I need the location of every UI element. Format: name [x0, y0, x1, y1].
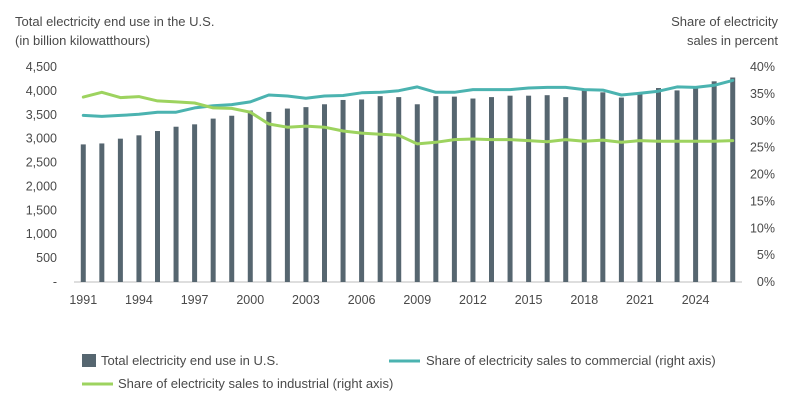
bar-total-use: [117, 138, 123, 282]
left-tick-label: 1,000: [26, 227, 57, 241]
x-tick-label: 2012: [459, 293, 487, 307]
bar-total-use: [284, 108, 290, 282]
bar-total-use: [544, 95, 550, 282]
right-tick-label: 0%: [757, 275, 775, 289]
right-tick-label: 35%: [750, 87, 775, 101]
x-tick-label: 2000: [236, 293, 264, 307]
x-tick-label: 2018: [570, 293, 598, 307]
bar-total-use: [99, 143, 105, 282]
bar-total-use: [433, 96, 439, 283]
legend-label-total: Total electricity end use in U.S.: [101, 353, 279, 368]
x-tick-label: 2006: [348, 293, 376, 307]
left-axis-ticks: - 500 1,000 1,500 2,000 2,500 3,000 3,500 4,000 4…: [26, 60, 57, 289]
x-tick-label: 2009: [403, 293, 431, 307]
x-tick-label: 2015: [515, 293, 543, 307]
bar-total-use: [470, 98, 476, 283]
legend-label-commercial: Share of electricity sales to commercial…: [426, 353, 716, 368]
bar-total-use: [563, 97, 569, 282]
bar-total-use: [377, 96, 383, 283]
right-tick-label: 40%: [750, 60, 775, 74]
bar-series: [80, 77, 736, 283]
bar-total-use: [526, 95, 532, 283]
bar-total-use: [637, 94, 643, 282]
x-tick-label: 1991: [69, 293, 97, 307]
bar-total-use: [414, 104, 420, 283]
right-tick-label: 5%: [757, 248, 775, 262]
left-axis-title-line2: (in billion kilowatthours): [15, 33, 150, 48]
left-tick-label: 2,000: [26, 179, 57, 193]
left-axis-title-line1: Total electricity end use in the U.S.: [15, 14, 214, 29]
right-tick-label: 15%: [750, 194, 775, 208]
bar-total-use: [247, 110, 253, 282]
bar-total-use: [507, 95, 513, 283]
bar-total-use: [581, 90, 587, 283]
x-tick-label: 2021: [626, 293, 654, 307]
x-axis-ticks: 1991 1994 1997 2000 2003 2006 2009 2012 2015 2018…: [69, 293, 709, 307]
right-axis-title-line1: Share of electricity: [671, 14, 778, 29]
bar-total-use: [674, 90, 680, 283]
right-tick-label: 10%: [750, 221, 775, 235]
bar-total-use: [80, 144, 86, 282]
bar-total-use: [396, 97, 402, 282]
bar-total-use: [359, 99, 365, 282]
bar-total-use: [210, 118, 216, 282]
left-tick-label: 500: [36, 251, 57, 265]
bar-total-use: [229, 115, 235, 282]
bar-total-use: [730, 77, 736, 282]
bar-total-use: [618, 97, 624, 282]
legend: Total electricity end use in U.S. Share …: [82, 353, 716, 391]
right-tick-label: 30%: [750, 114, 775, 128]
left-tick-label: 1,500: [26, 203, 57, 217]
bar-total-use: [489, 97, 494, 282]
bar-total-use: [693, 88, 699, 283]
bar-total-use: [322, 104, 327, 283]
left-tick-label: 3,500: [26, 108, 57, 122]
right-tick-label: 20%: [750, 168, 775, 182]
legend-swatch-total: [82, 354, 96, 367]
left-tick-label: -: [53, 275, 57, 289]
right-tick-label: 25%: [750, 141, 775, 155]
line-commercial-share: [81, 78, 735, 118]
left-tick-label: 3,000: [26, 132, 57, 146]
bar-total-use: [136, 135, 142, 282]
legend-label-industrial: Share of electricity sales to industrial…: [118, 376, 393, 391]
x-tick-label: 2003: [292, 293, 320, 307]
x-tick-label: 1997: [181, 293, 209, 307]
left-tick-label: 4,500: [26, 60, 57, 74]
left-tick-label: 4,000: [26, 84, 57, 98]
bar-total-use: [303, 107, 309, 282]
bar-total-use: [451, 96, 457, 282]
x-tick-label: 1994: [125, 293, 153, 307]
line-industrial-share: [81, 90, 735, 146]
bar-total-use: [192, 124, 198, 282]
line-series: [81, 78, 735, 146]
bar-total-use: [266, 111, 272, 283]
bar-total-use: [711, 81, 717, 282]
right-axis-title-line2: sales in percent: [687, 33, 778, 48]
bar-total-use: [656, 88, 661, 283]
left-tick-label: 2,500: [26, 156, 57, 170]
bar-total-use: [340, 99, 346, 282]
bar-total-use: [155, 131, 160, 282]
bar-total-use: [173, 126, 179, 282]
x-tick-label: 2024: [682, 293, 710, 307]
right-axis-ticks: 0% 5% 10% 15% 20% 25% 30% 35% 40%: [750, 60, 775, 289]
bar-total-use: [600, 92, 606, 282]
